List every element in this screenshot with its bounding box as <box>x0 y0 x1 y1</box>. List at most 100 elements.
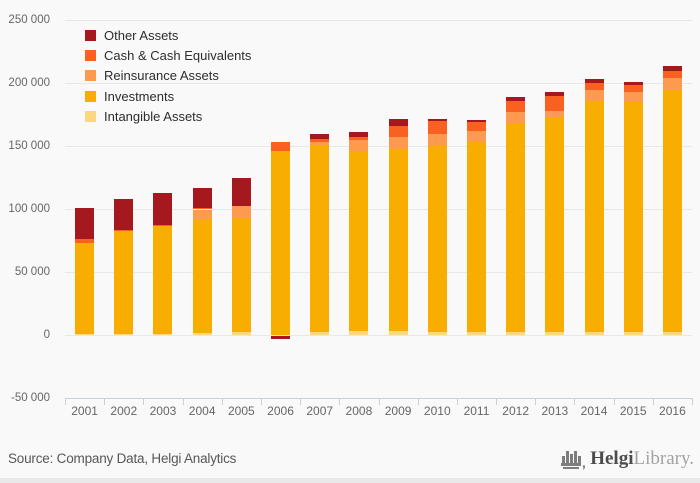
bottom-divider <box>0 478 700 483</box>
legend-swatch-reinsurance <box>85 70 96 82</box>
bar-segment-other <box>271 336 291 340</box>
bar-segment-investments <box>623 101 643 332</box>
x-axis-tick <box>104 398 106 405</box>
legend-label: Cash & Cash Equivalents <box>104 47 252 63</box>
legend-swatch-cash <box>85 49 96 61</box>
y-axis-tick-label: 0 <box>43 329 50 341</box>
source-text: Source: Company Data, Helgi Analytics <box>8 451 237 466</box>
bar-segment-other <box>623 82 643 86</box>
bar-segment-other <box>310 134 330 139</box>
bar-segment-investments <box>271 150 291 335</box>
bar-segment-cash <box>349 137 369 140</box>
bar-segment-cash <box>310 138 330 143</box>
x-axis-year-label: 2007 <box>306 404 334 418</box>
bar-segment-investments <box>114 231 134 334</box>
x-axis-tick <box>613 398 615 405</box>
bar-segment-cash <box>623 85 643 92</box>
x-axis-tick <box>417 398 419 405</box>
legend-item-reinsurance: Reinsurance Assets <box>85 66 251 86</box>
bar-segment-intangible <box>231 332 251 335</box>
bar-segment-cash <box>545 95 565 111</box>
bar-segment-cash <box>388 125 408 137</box>
bar-segment-other <box>466 120 486 123</box>
legend-item-investments: Investments <box>85 86 251 106</box>
x-axis-year-label: 2013 <box>541 404 569 418</box>
legend-label: Intangible Assets <box>104 108 203 124</box>
bar-segment-reinsurance <box>662 78 682 90</box>
bar-segment-intangible <box>388 330 408 335</box>
x-axis-year-label: 2003 <box>149 404 177 418</box>
bar-segment-investments <box>545 117 565 332</box>
y-axis-tick-label: 200 000 <box>8 77 50 89</box>
x-axis-tick <box>221 398 223 405</box>
legend-swatch-other <box>85 29 96 41</box>
bar-segment-other <box>506 96 526 102</box>
x-axis-year-label: 2006 <box>267 404 294 418</box>
bar-segment-other <box>584 79 604 84</box>
x-axis-tick <box>378 398 380 405</box>
x-axis-tick <box>456 398 458 405</box>
x-axis-year-label: 2012 <box>502 404 529 418</box>
bar-segment-intangible <box>427 331 447 335</box>
bar-segment-cash <box>466 122 486 131</box>
bar-segment-intangible <box>349 331 369 335</box>
x-axis-year-label: 2015 <box>619 404 647 418</box>
bar-segment-investments <box>310 144 330 332</box>
bar-segment-other <box>662 66 682 71</box>
bar-segment-cash <box>506 101 526 113</box>
bar-segment-other <box>349 132 369 138</box>
bar-segment-other <box>388 118 408 126</box>
x-axis-tick <box>300 398 302 405</box>
x-axis-year-label: 2004 <box>188 404 216 418</box>
x-axis-tick <box>574 398 576 405</box>
bar-segment-investments <box>153 226 173 334</box>
bar-segment-intangible <box>75 333 95 335</box>
x-axis-year-label: 2002 <box>110 404 138 418</box>
legend-label: Reinsurance Assets <box>104 68 219 84</box>
bar-segment-cash <box>192 208 212 210</box>
x-axis-tick <box>535 398 537 405</box>
bar-segment-cash <box>662 70 682 79</box>
y-axis-tick-label: 250 000 <box>8 14 50 26</box>
gridline-150000 <box>65 146 692 147</box>
legend-item-intangible: Intangible Assets <box>85 106 251 126</box>
x-axis-year-label: 2005 <box>227 404 255 418</box>
bar-segment-investments <box>584 101 604 332</box>
legend-label: Other Assets <box>104 27 179 43</box>
brand-logo: Helgi Library. <box>560 446 694 472</box>
x-axis-tick <box>496 398 498 405</box>
x-axis-year-label: 2009 <box>384 404 412 418</box>
bar-segment-other <box>114 198 134 230</box>
bar-segment-other <box>75 207 95 239</box>
bar-segment-reinsurance <box>231 206 251 219</box>
bar-segment-cash <box>114 229 134 232</box>
bar-segment-reinsurance <box>466 130 486 143</box>
bar-segment-investments <box>349 150 369 332</box>
gridline-250000 <box>65 20 692 21</box>
x-axis-tick <box>652 398 654 405</box>
bar-segment-other <box>192 187 212 209</box>
bar-segment-cash <box>584 83 604 90</box>
bar-segment-investments <box>466 142 486 332</box>
gridline-100000 <box>65 209 692 210</box>
x-axis-tick <box>182 398 184 405</box>
y-axis-tick-label: 50 000 <box>14 266 50 278</box>
bar-segment-other <box>231 178 251 207</box>
legend-item-cash: Cash & Cash Equivalents <box>85 45 251 65</box>
bar-segment-intangible <box>310 331 330 335</box>
bar-segment-investments <box>506 124 526 332</box>
bar-segment-reinsurance <box>192 209 212 220</box>
bar-segment-intangible <box>114 333 134 335</box>
x-axis-year-label: 2014 <box>580 404 608 418</box>
x-axis-year-label: 2001 <box>71 404 98 418</box>
bar-segment-intangible <box>623 331 643 335</box>
bar-segment-intangible <box>545 331 565 335</box>
legend-item-other: Other Assets <box>85 25 251 45</box>
legend-swatch-intangible <box>85 110 96 122</box>
gridline-200000 <box>65 83 692 84</box>
bar-segment-reinsurance <box>584 89 604 102</box>
bar-segment-cash <box>75 238 95 243</box>
gridline-50000 <box>65 272 692 273</box>
bar-segment-investments <box>192 219 212 333</box>
